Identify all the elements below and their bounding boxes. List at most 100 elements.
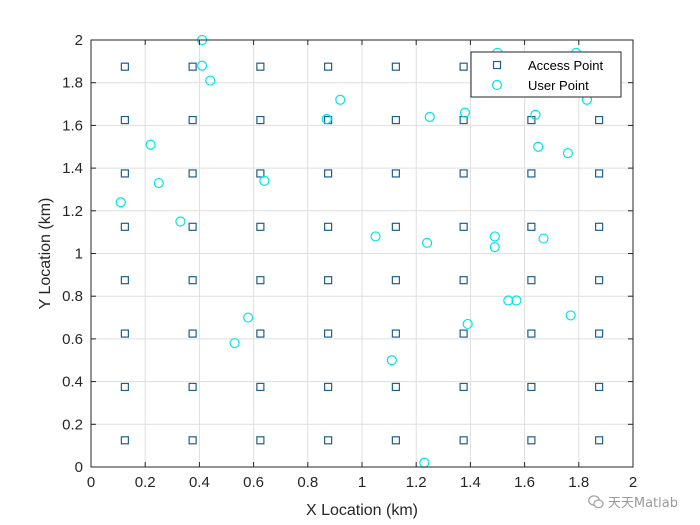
user-point-marker (538, 233, 549, 244)
user-point-marker (386, 355, 397, 366)
access-point-marker (256, 436, 265, 445)
watermark: 天天Matlab (587, 492, 678, 511)
legend-label-user-point: User Point (528, 78, 589, 93)
access-point-marker (595, 382, 604, 392)
access-point-marker (256, 62, 265, 71)
legend-label-access-point: Access Point (528, 58, 604, 73)
user-point-marker (259, 175, 270, 187)
access-point-marker (391, 276, 400, 285)
user-point-marker (145, 139, 156, 150)
x-tick-label: 2 (629, 474, 637, 491)
user-point-marker (205, 75, 216, 86)
access-point-marker (459, 62, 468, 71)
access-point-marker (188, 276, 197, 285)
y-tick-label: 0.8 (62, 288, 83, 305)
user-point-marker (562, 148, 574, 159)
watermark-text: 天天Matlab (607, 496, 678, 511)
access-point-marker (120, 62, 129, 71)
access-point-marker (324, 169, 333, 178)
access-point-marker (256, 276, 265, 285)
user-point-marker (459, 107, 471, 118)
access-point-marker (324, 382, 333, 392)
access-point-marker (527, 329, 536, 338)
access-point-marker (595, 222, 604, 231)
access-point-marker (256, 115, 265, 125)
user-point-marker (243, 312, 254, 323)
access-point-marker (324, 276, 333, 285)
y-tick-label: 0 (75, 459, 83, 476)
x-tick-label: 1.8 (568, 474, 589, 491)
access-point-marker (120, 382, 129, 392)
legend: Access Point User Point (470, 51, 622, 98)
axes-box (90, 39, 634, 468)
x-tick-label: 0 (87, 474, 95, 491)
user-point-marker (530, 109, 541, 120)
user-point-marker (335, 94, 346, 105)
access-point-marker (595, 115, 604, 125)
access-point-marker (324, 329, 333, 338)
x-tick-label: 0.4 (189, 474, 210, 491)
access-point-marker (120, 115, 129, 125)
y-tick-label: 0.2 (62, 416, 83, 433)
user-point-marker (115, 197, 126, 208)
x-tick-label: 1.4 (460, 474, 481, 491)
user-point-marker (533, 141, 544, 152)
access-point-marker (188, 115, 197, 125)
user-point-marker (511, 295, 522, 306)
access-point-marker (120, 169, 129, 178)
access-point-marker (120, 329, 129, 338)
user-point-marker (153, 177, 164, 189)
access-point-marker (391, 436, 400, 445)
user-point-marker (503, 295, 514, 306)
access-point-marker (120, 436, 129, 445)
access-point-marker (527, 169, 536, 178)
access-point-marker (324, 436, 333, 445)
access-point-marker (391, 382, 400, 392)
access-point-marker (324, 222, 333, 231)
x-tick-label: 0.8 (297, 474, 318, 491)
wechat-icon (587, 494, 604, 508)
access-point-marker (459, 276, 468, 285)
access-point-marker (595, 436, 604, 445)
x-tick-label: 1.6 (514, 474, 535, 491)
access-point-marker (527, 436, 536, 445)
access-point-marker (324, 62, 333, 71)
access-point-marker (188, 62, 197, 71)
x-tick-label: 0.6 (243, 474, 264, 491)
y-axis-title: Y Location (km) (37, 198, 54, 310)
access-point-marker (595, 329, 604, 338)
x-tick-label: 1.2 (406, 474, 427, 491)
user-point-marker (421, 237, 433, 248)
y-tick-label: 1 (75, 246, 83, 263)
access-point-marker (188, 436, 197, 445)
access-point-marker (256, 169, 265, 178)
access-point-marker (391, 222, 400, 231)
access-point-marker (391, 62, 400, 71)
y-tick-label: 2 (75, 32, 83, 49)
user-point-marker (489, 241, 500, 253)
user-point-marker (489, 231, 500, 242)
access-point-marker (256, 329, 265, 338)
access-point-marker (120, 276, 129, 285)
access-point-marker (527, 276, 536, 285)
access-point-marker (459, 169, 468, 178)
access-point-marker (188, 382, 197, 392)
access-point-marker (120, 222, 129, 231)
y-tick-label: 1.2 (62, 203, 83, 220)
access-point-marker (459, 436, 468, 445)
access-point-marker (391, 115, 400, 125)
user-point-marker (175, 216, 186, 227)
access-point-marker (256, 222, 265, 231)
access-point-marker (188, 222, 197, 231)
access-point-marker (459, 382, 468, 392)
access-point-marker (391, 329, 400, 338)
access-point-marker (595, 276, 604, 285)
x-axis-title: X Location (km) (306, 502, 418, 519)
user-point-marker (462, 318, 473, 330)
access-point-marker (459, 329, 468, 338)
access-point-marker (188, 329, 197, 338)
user-point-marker (424, 111, 435, 122)
x-tick-label: 1 (358, 474, 366, 491)
access-point-marker (459, 222, 468, 231)
